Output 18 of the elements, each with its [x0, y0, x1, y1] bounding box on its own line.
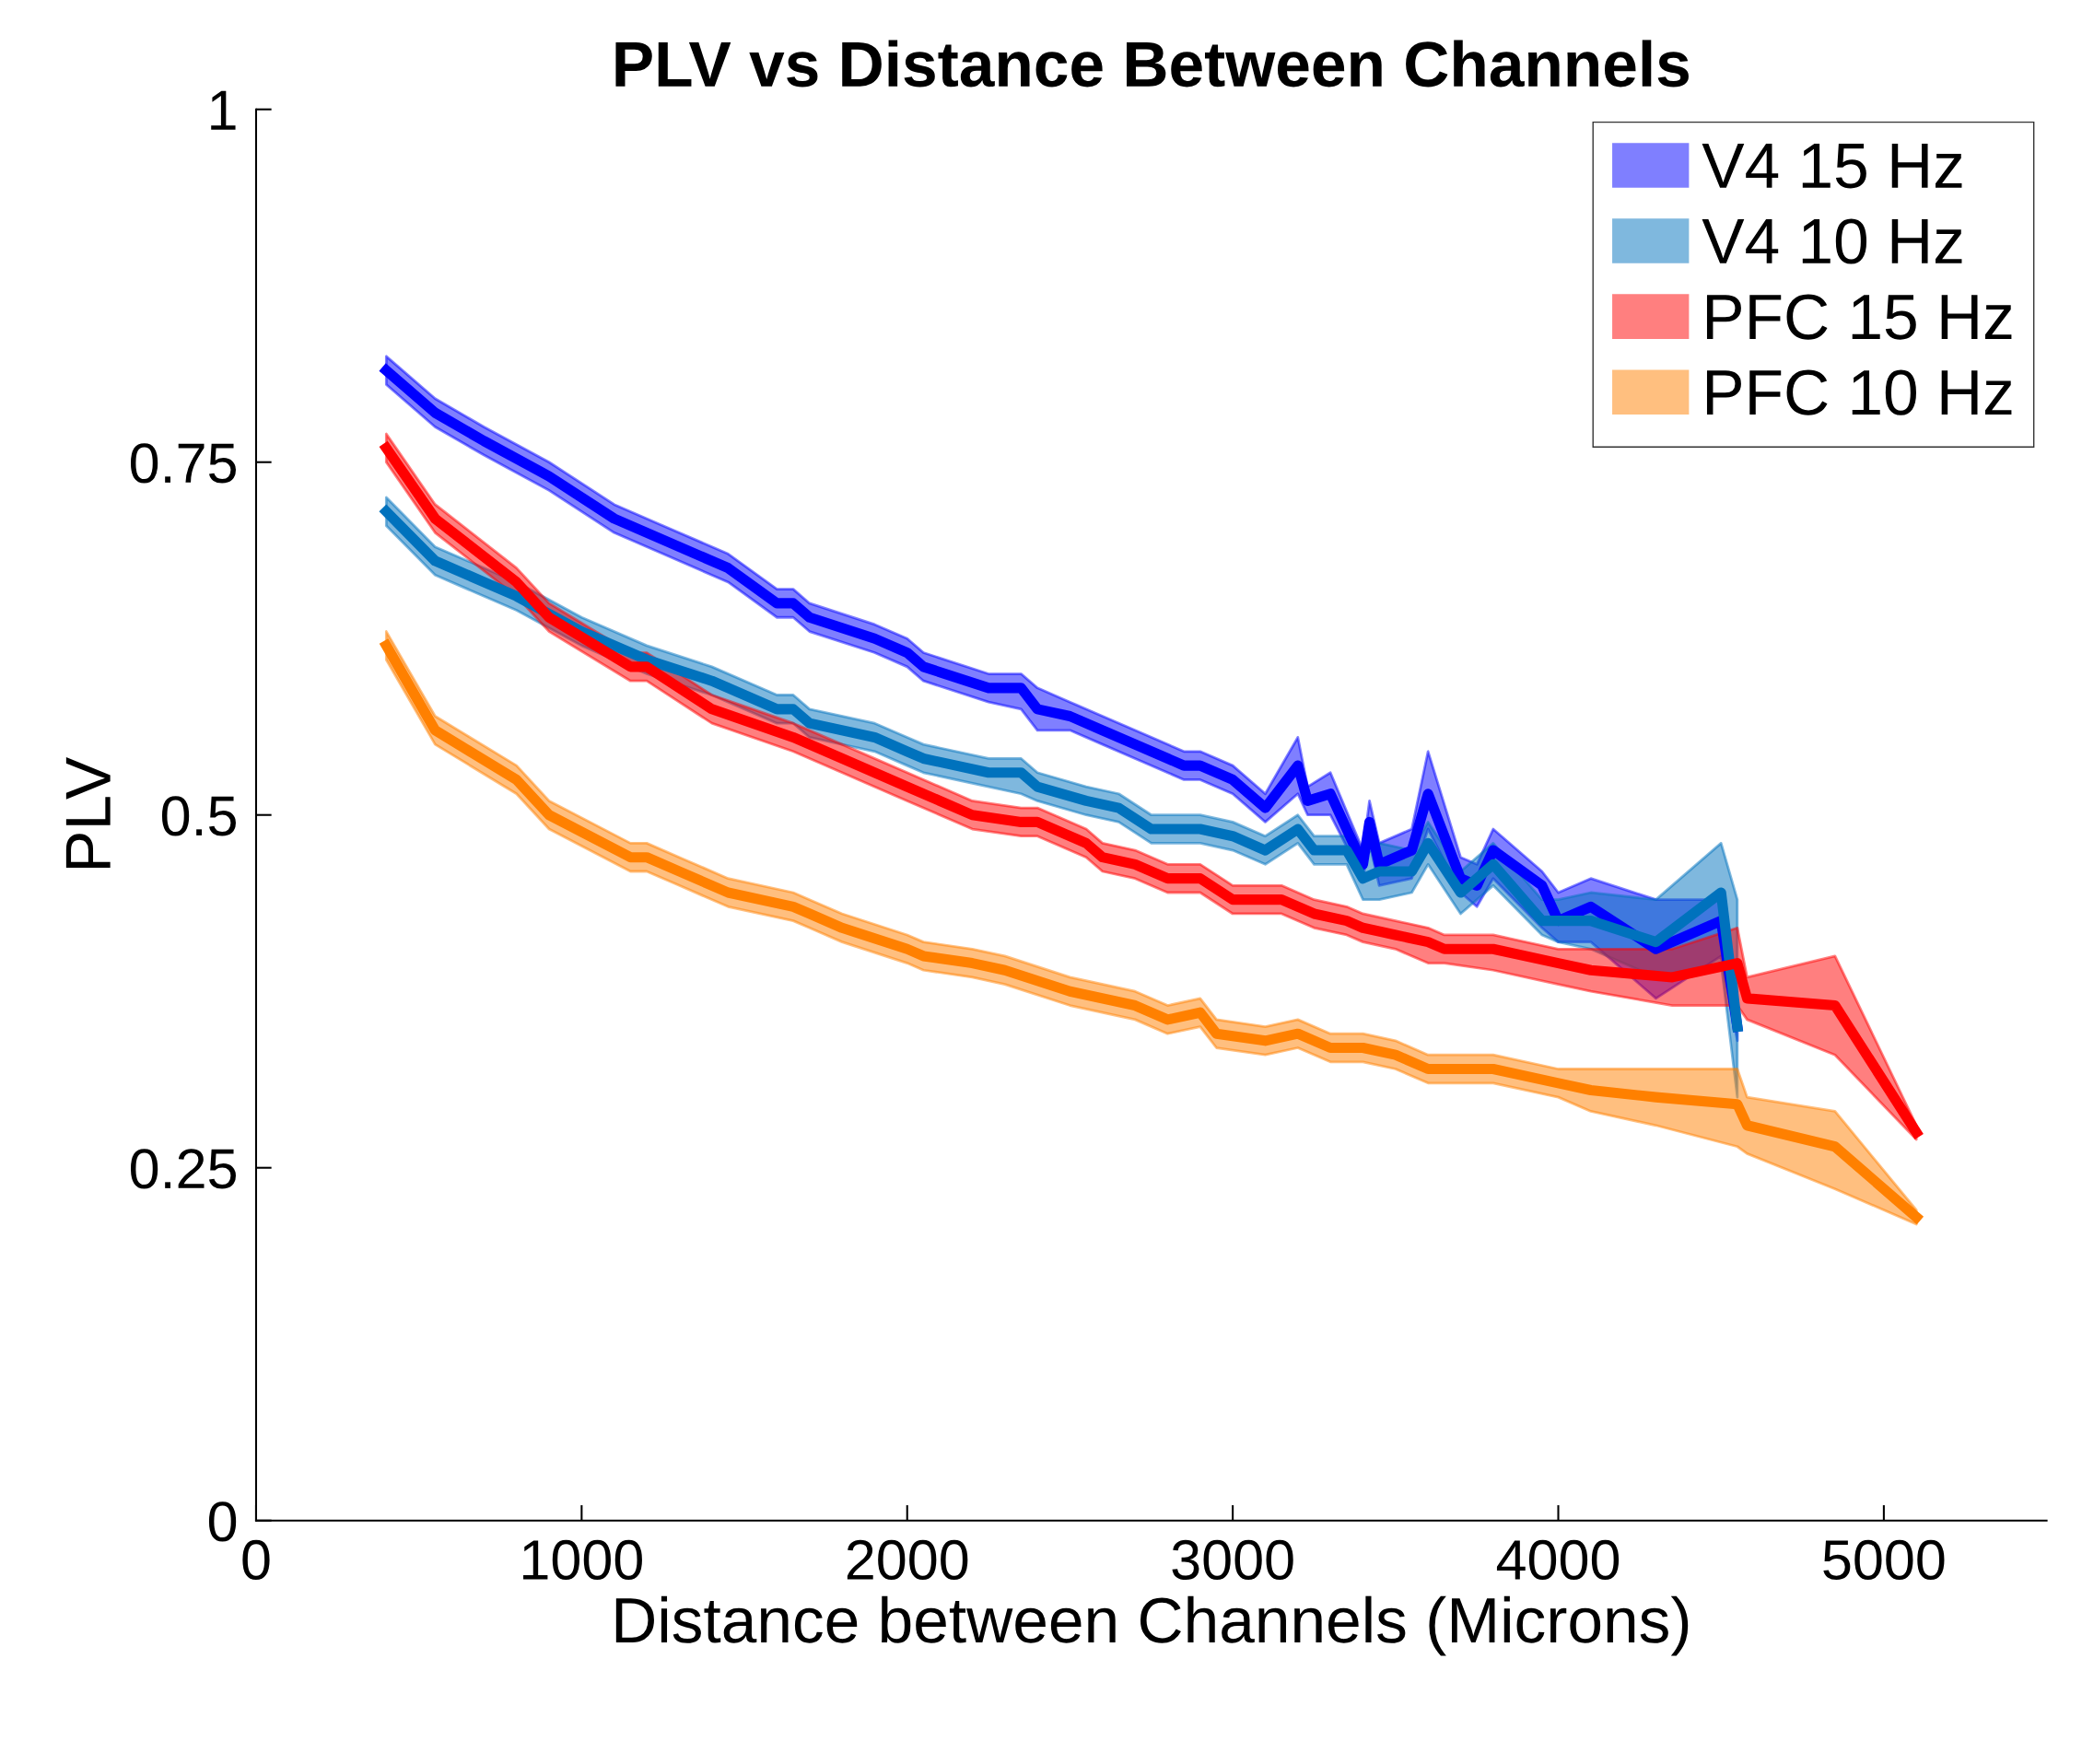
x-tick-label: 1000 — [523, 1539, 642, 1581]
y-tick-label: 0.5 — [161, 796, 236, 836]
legend-label: V4 15 Hz — [1702, 144, 1962, 189]
y-tick-label: 0 — [208, 1501, 237, 1542]
y-tick-label: 1 — [211, 90, 236, 130]
legend-label: PFC 10 Hz — [1706, 369, 2012, 415]
y-tick-label: 0.25 — [130, 1149, 236, 1189]
y-axis-title: PLV — [65, 756, 111, 869]
x-tick-label: 0 — [242, 1539, 270, 1581]
x-tick-label: 2000 — [847, 1539, 968, 1581]
x-tick-label: 5000 — [1823, 1539, 1945, 1581]
x-tick-label: 4000 — [1496, 1539, 1620, 1581]
chart-title: PLV vs Distance Between Channels — [615, 40, 1689, 88]
legend-label: V4 10 Hz — [1702, 218, 1962, 264]
y-tick-label: 0.75 — [130, 443, 236, 484]
legend-label: PFC 15 Hz — [1706, 294, 2012, 340]
x-axis-title: Distance between Channels (Microns) — [615, 1595, 1689, 1656]
x-tick-label: 3000 — [1172, 1539, 1293, 1581]
